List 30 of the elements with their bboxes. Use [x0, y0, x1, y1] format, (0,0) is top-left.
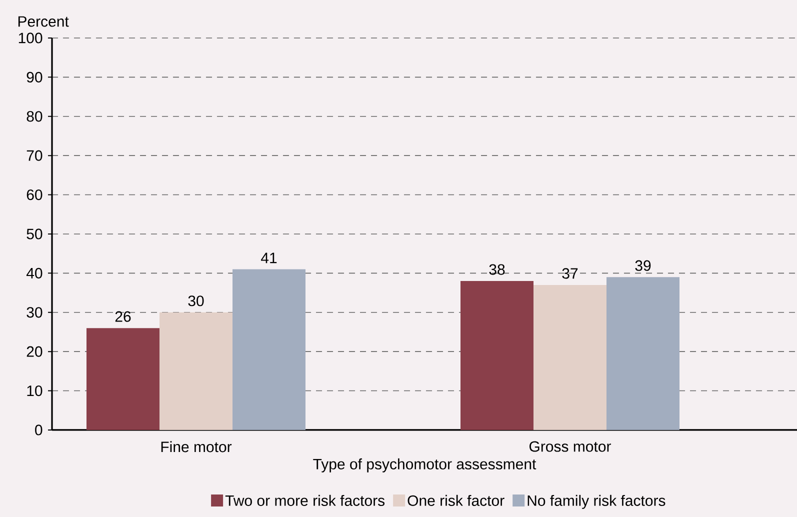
- y-tick-label: 50: [26, 228, 42, 240]
- bar: [86, 328, 160, 430]
- data-label: 37: [562, 268, 578, 279]
- data-label: 38: [489, 264, 505, 275]
- y-tick-label: 0: [35, 424, 42, 436]
- y-tick-label: 40: [26, 268, 42, 278]
- x-tick-label: Gross motor: [529, 441, 611, 452]
- legend-label: One risk factor: [408, 494, 504, 506]
- legend-label: No family risk factors: [528, 494, 666, 509]
- y-tick-label: 100: [18, 32, 42, 44]
- legend-label: Two or more risk factors: [225, 494, 385, 506]
- y-tick-label: 30: [26, 307, 42, 318]
- y-tick-label: 80: [26, 111, 42, 122]
- y-tick-label: 60: [26, 189, 42, 200]
- y-axis-title: Percent: [18, 16, 69, 27]
- x-tick-label: Fine motor: [161, 441, 232, 452]
- bar: [460, 281, 534, 430]
- bar: [533, 284, 606, 430]
- data-label: 39: [635, 260, 651, 271]
- data-label: 41: [261, 252, 277, 264]
- y-tick-label: 90: [26, 72, 42, 82]
- data-label: 30: [188, 296, 204, 306]
- y-tick-label: 70: [26, 150, 42, 161]
- data-label: 26: [115, 311, 131, 322]
- y-tick-label: 10: [27, 385, 42, 396]
- bar: [232, 269, 306, 430]
- bar: [159, 312, 232, 430]
- x-axis-title: Type of psychomotor assessment: [313, 458, 536, 472]
- y-tick-label: 20: [26, 346, 42, 357]
- bar: [606, 277, 680, 430]
